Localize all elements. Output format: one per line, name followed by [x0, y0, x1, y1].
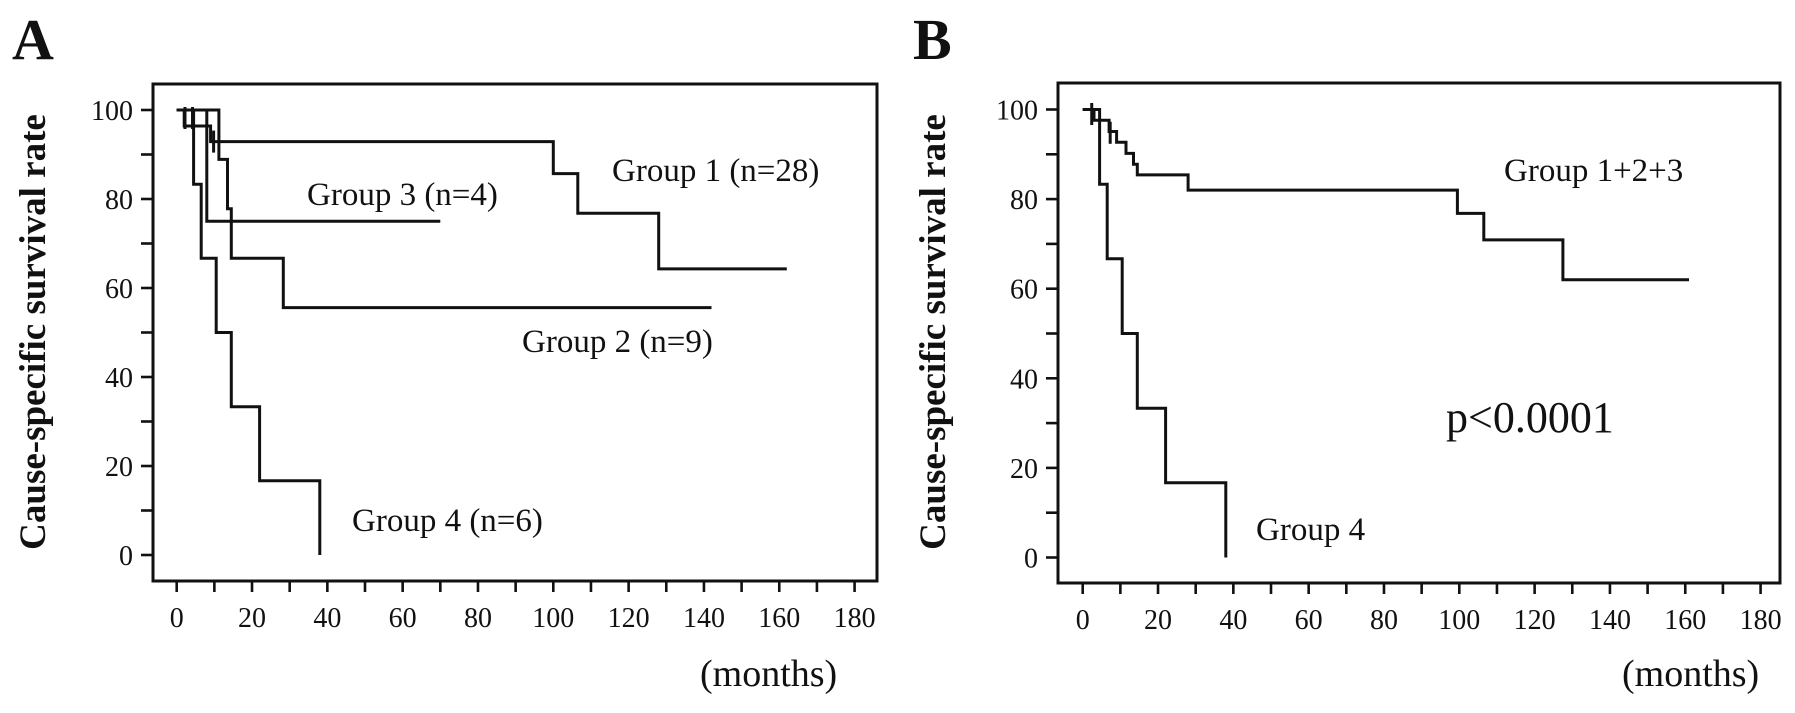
y-axis-tick-label: 80 — [1010, 185, 1038, 216]
y-axis-tick-label: 40 — [1010, 364, 1038, 395]
y-axis-tick-label: 40 — [105, 363, 133, 394]
panel-a-months-unit-label: (months) — [700, 653, 838, 695]
panel-b-months-unit-label: (months) — [1622, 653, 1760, 695]
panel-b-letter: B — [913, 7, 953, 72]
survival-curve-group-1-2-3 — [1082, 108, 1689, 282]
y-axis-tick-label: 100 — [996, 96, 1038, 127]
x-axis-tick-label: 160 — [758, 603, 800, 634]
x-axis-tick-label: 0 — [1076, 605, 1090, 636]
panel-a-group3-label: Group 3 (n=4) — [307, 177, 498, 213]
x-axis-tick-label: 80 — [1370, 605, 1398, 636]
panel-a-y-axis-title: Cause-specific survival rate — [13, 114, 54, 550]
panel-a-group1-label: Group 1 (n=28) — [612, 153, 820, 189]
x-axis-tick-label: 120 — [608, 603, 650, 634]
panel-a-letter: A — [12, 7, 55, 72]
panel-a-group2-label: Group 2 (n=9) — [522, 324, 713, 360]
y-axis-tick-label: 0 — [119, 541, 133, 572]
y-axis-tick-label: 0 — [1024, 544, 1038, 575]
x-axis-tick-label: 180 — [1740, 605, 1782, 636]
x-axis-tick-label: 60 — [389, 603, 417, 634]
x-axis-tick-label: 180 — [834, 603, 876, 634]
x-axis-tick-label: 40 — [1219, 605, 1247, 636]
x-axis-tick-label: 60 — [1295, 605, 1323, 636]
panel-a-group4-label: Group 4 (n=6) — [352, 503, 543, 539]
survival-curve-group-2-n-9- — [176, 108, 712, 310]
y-axis-tick-label: 100 — [91, 96, 133, 127]
y-axis-tick-label: 20 — [1010, 454, 1038, 485]
x-axis-tick-label: 140 — [1589, 605, 1631, 636]
x-axis-tick-label: 120 — [1514, 605, 1556, 636]
y-axis-tick-label: 60 — [105, 274, 133, 305]
y-axis-tick-label: 20 — [105, 452, 133, 483]
panel-b-p-value: p<0.0001 — [1446, 393, 1614, 442]
y-axis-tick-label: 80 — [105, 185, 133, 216]
x-axis-tick-label: 0 — [170, 603, 184, 634]
x-axis-tick-label: 100 — [1438, 605, 1480, 636]
panel-b-combined-group-label: Group 1+2+3 — [1504, 153, 1684, 189]
survival-curve-group-4-n-6- — [176, 108, 322, 555]
y-axis-tick-label: 60 — [1010, 275, 1038, 306]
x-axis-tick-label: 20 — [1144, 605, 1172, 636]
x-axis-tick-label: 140 — [683, 603, 725, 634]
panel-b-y-axis-title: Cause-specific survival rate — [913, 114, 954, 550]
survival-curve-group-4 — [1082, 108, 1228, 558]
x-axis-tick-label: 160 — [1664, 605, 1706, 636]
panel-b-group4-label: Group 4 — [1256, 512, 1366, 548]
x-axis-tick-label: 80 — [464, 603, 492, 634]
x-axis-tick-label: 20 — [238, 603, 266, 634]
x-axis-tick-label: 40 — [313, 603, 341, 634]
x-axis-tick-label: 100 — [532, 603, 574, 634]
